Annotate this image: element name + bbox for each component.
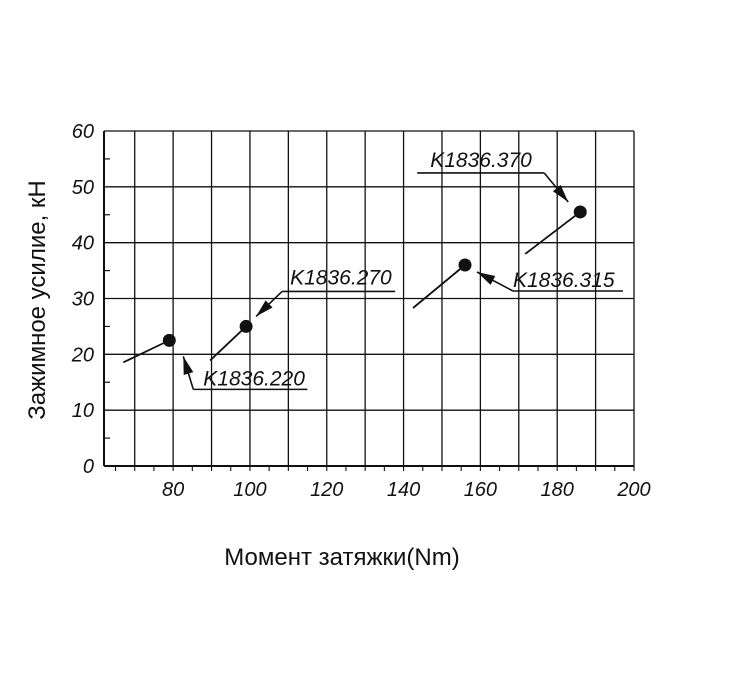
y-tick-label: 50 (72, 177, 94, 199)
leader-line (122, 339, 170, 364)
x-tick-label: 100 (233, 479, 266, 501)
x-tick-label: 160 (464, 479, 497, 501)
data-points (162, 205, 587, 347)
x-tick-label: 180 (541, 479, 574, 501)
data-point (458, 258, 472, 272)
point-label: K1836.220 (203, 367, 305, 390)
point-label: K1836.315 (513, 269, 615, 292)
grid (103, 130, 635, 471)
x-axis-title: Момент затяжки(Nm) (224, 544, 459, 571)
callouts: K1836.220 K1836.270 K1836.315 K1836.370 (122, 149, 624, 390)
leader-line (524, 211, 581, 255)
y-tick-label: 40 (72, 233, 94, 255)
x-tick-label: 80 (162, 479, 184, 501)
point-label: K1836.370 (430, 149, 532, 172)
arrow-head (477, 272, 496, 285)
x-tick-labels: 80 100 120 140 160 180 200 (162, 479, 651, 501)
y-tick-labels: 0 10 20 30 40 50 60 (71, 121, 94, 478)
leader-line (412, 264, 466, 309)
data-point (573, 205, 587, 219)
y-tick-label: 30 (72, 289, 94, 311)
data-point (239, 319, 253, 333)
x-tick-label: 120 (310, 479, 343, 501)
y-tick-label: 60 (72, 121, 94, 143)
data-point (162, 333, 176, 347)
y-axis-title: Зажимное усилие, кН (24, 180, 51, 419)
y-tick-label: 20 (71, 344, 94, 366)
y-tick-label: 0 (83, 456, 94, 478)
arrow-head (183, 356, 194, 376)
x-tick-label: 200 (616, 479, 650, 501)
y-tick-label: 10 (72, 400, 94, 422)
x-tick-label: 140 (387, 479, 420, 501)
arrow-head (552, 184, 569, 202)
leader-line (209, 325, 247, 362)
arrow-head (256, 300, 273, 317)
point-label: K1836.270 (290, 266, 392, 289)
